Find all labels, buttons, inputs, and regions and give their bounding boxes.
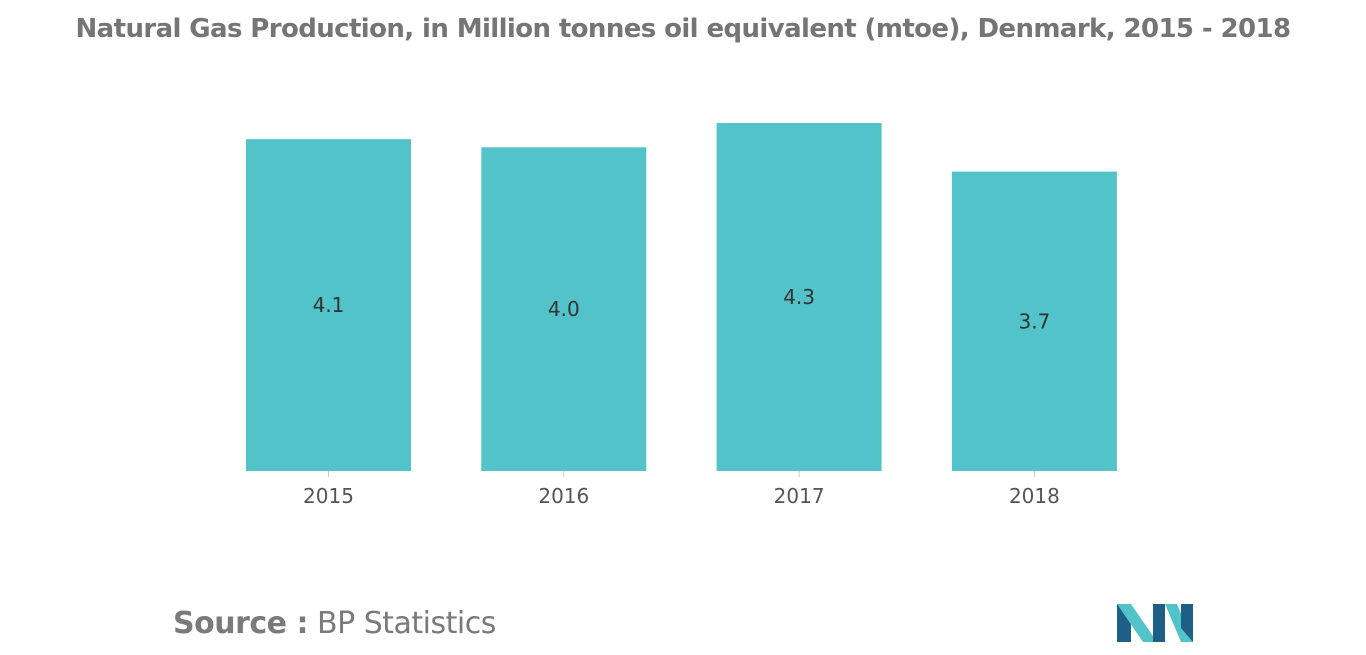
- bar-2015: [246, 139, 411, 471]
- bar-2016: [481, 147, 647, 472]
- source-label: Source :: [173, 606, 308, 641]
- x-tick-label-2015: 2015: [303, 484, 354, 508]
- data-label-2017: 4.3: [783, 285, 815, 309]
- x-tick-label-2017: 2017: [774, 484, 825, 508]
- chart-title: Natural Gas Production, in Million tonne…: [75, 14, 1292, 44]
- data-label-2016: 4.0: [548, 297, 580, 321]
- x-tick-label-2018: 2018: [1009, 484, 1060, 508]
- source-note: Source : BP Statistics: [173, 606, 496, 641]
- data-label-2018: 3.7: [1018, 309, 1050, 333]
- x-tick-label-2016: 2016: [538, 484, 589, 508]
- company-logo-icon: [1117, 604, 1193, 642]
- source-text: BP Statistics: [317, 606, 496, 641]
- logo-right-stroke: [1181, 604, 1193, 642]
- bar-2017: [716, 123, 882, 471]
- logo-diagonal-1: [1117, 604, 1157, 642]
- logo-middle-stroke: [1153, 604, 1165, 642]
- data-label-2015: 4.1: [313, 293, 345, 317]
- bar-2018: [951, 171, 1117, 471]
